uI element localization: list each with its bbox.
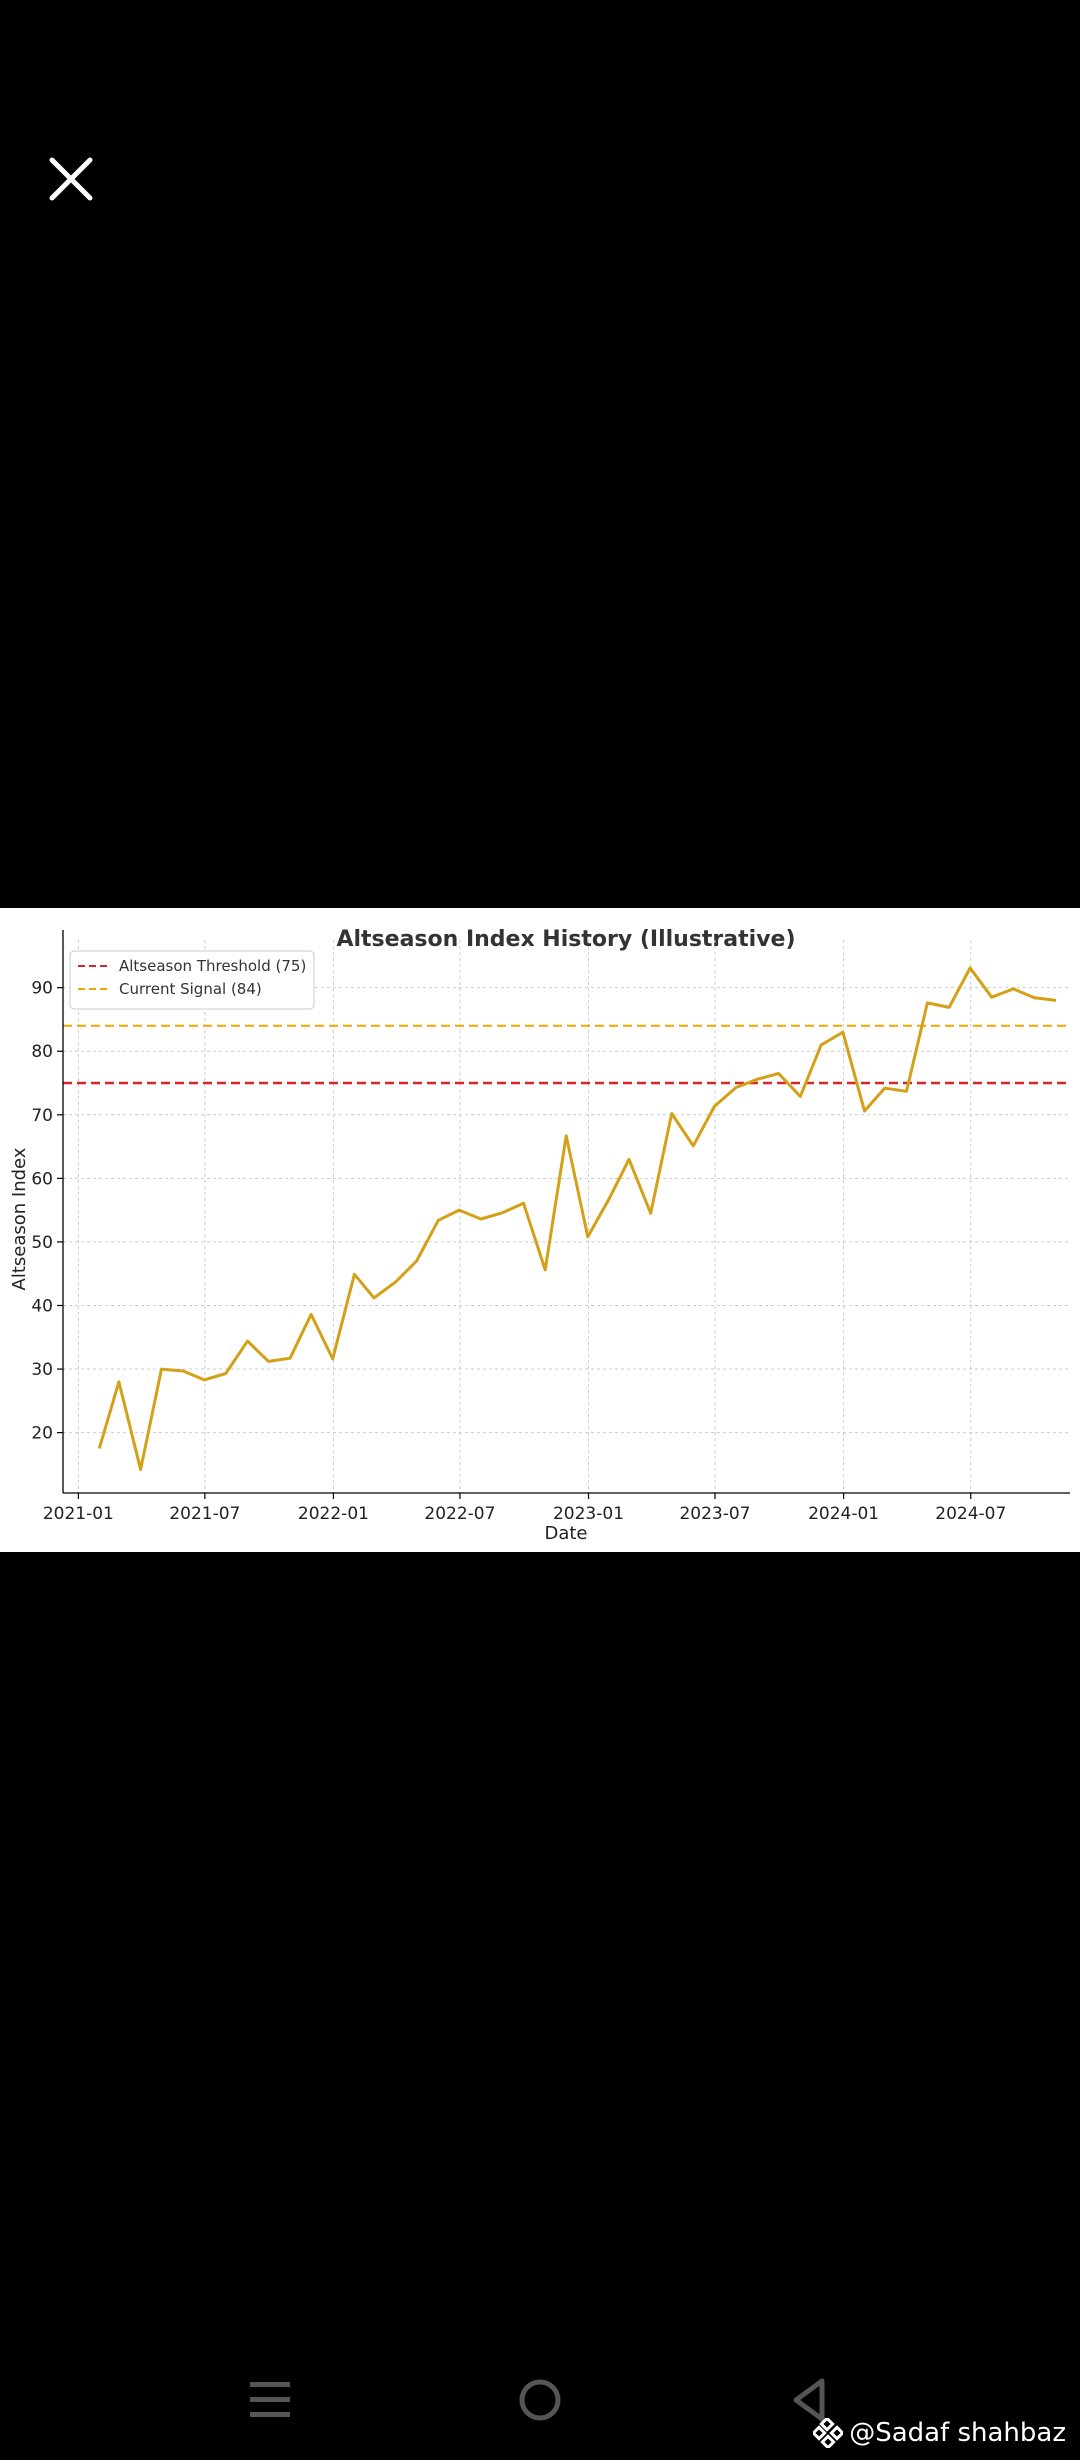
close-icon xyxy=(49,157,93,201)
x-tick-label: 2024-01 xyxy=(808,1504,879,1524)
x-tick-label: 2021-07 xyxy=(169,1504,240,1524)
legend: Altseason Threshold (75) Current Signal (… xyxy=(69,950,315,1010)
x-tick-label: 2023-07 xyxy=(679,1504,750,1524)
x-axis-label: Date xyxy=(544,1523,587,1544)
legend-label: Altseason Threshold (75) xyxy=(119,957,306,975)
y-tick-label: 30 xyxy=(31,1360,53,1380)
legend-label: Current Signal (84) xyxy=(119,980,262,998)
legend-box xyxy=(69,950,315,1010)
home-icon xyxy=(519,2379,561,2421)
x-tick-label: 2023-01 xyxy=(553,1504,624,1524)
grid xyxy=(63,940,1070,1493)
back-icon xyxy=(793,2378,825,2422)
back-button[interactable] xyxy=(786,2376,834,2424)
navigation-bar xyxy=(0,2350,1080,2460)
y-tick-label: 80 xyxy=(31,1042,53,1062)
home-button[interactable] xyxy=(516,2376,564,2424)
axes: 20 30 40 50 60 70 80 90 2021-01 2021-07 2022-01 202… xyxy=(31,930,1070,1524)
chart-title: Altseason Index History (Illustrative) xyxy=(336,927,795,952)
y-tick-label: 50 xyxy=(31,1233,53,1253)
line-chart: Altseason Index History (Illustrative) D… xyxy=(9,927,1070,1544)
menu-button[interactable] xyxy=(246,2376,294,2424)
chart-image: Altseason Index History (Illustrative) D… xyxy=(0,908,1080,1552)
y-tick-label: 20 xyxy=(31,1424,53,1444)
y-tick-label: 70 xyxy=(31,1106,53,1126)
menu-icon xyxy=(250,2382,290,2417)
x-tick-label: 2022-01 xyxy=(298,1504,369,1524)
y-tick-label: 60 xyxy=(31,1169,53,1189)
x-tick-label: 2022-07 xyxy=(424,1504,495,1524)
watermark: @Sadaf shahbaz xyxy=(813,2418,1066,2448)
y-tick-label: 40 xyxy=(31,1296,53,1316)
x-tick-label: 2021-01 xyxy=(43,1504,114,1524)
series-line xyxy=(97,966,1057,1471)
y-axis-label: Altseason Index xyxy=(9,1147,30,1290)
binance-logo xyxy=(813,2418,844,2448)
y-tick-label: 90 xyxy=(31,979,53,999)
close-button[interactable] xyxy=(46,154,96,204)
series xyxy=(97,966,1057,1471)
x-tick-label: 2024-07 xyxy=(935,1504,1006,1524)
watermark-text: @Sadaf shahbaz xyxy=(849,2418,1066,2448)
